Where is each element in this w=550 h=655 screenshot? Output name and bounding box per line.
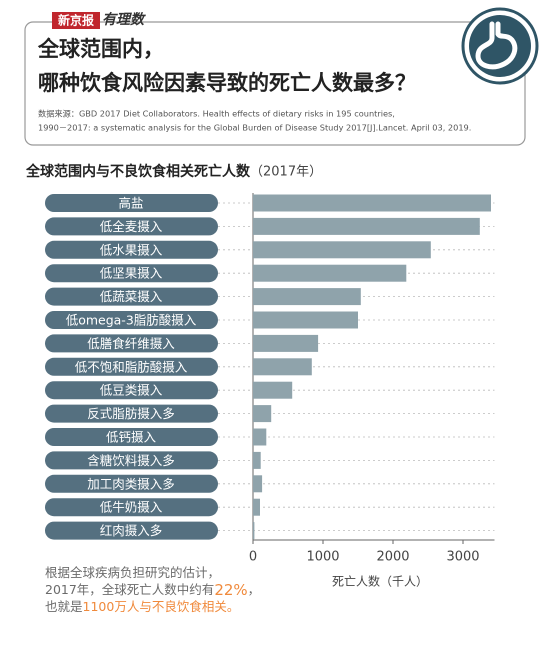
- category-pill: [45, 334, 218, 353]
- y-tick-label: 低豆类摄入: [100, 383, 163, 398]
- x-tick-label: 3000: [446, 550, 479, 565]
- note-text: 根据全球疾病负担研究的估计，: [45, 565, 220, 580]
- x-tick-label: 1000: [306, 550, 339, 565]
- logo-box: [52, 12, 100, 29]
- note-highlight: 22%: [214, 581, 247, 599]
- chart-title: 全球范围内与不良饮食相关死亡人数: [25, 163, 251, 180]
- stomach-icon: [461, 7, 539, 85]
- bar: [253, 381, 293, 399]
- category-pill: [45, 404, 218, 423]
- y-tick-label: 低omega-3脂肪酸摄入: [66, 313, 197, 328]
- category-pill: [45, 194, 218, 212]
- column-name: 有理数: [102, 11, 146, 28]
- header-frame: [24, 21, 526, 146]
- bar: [253, 241, 431, 259]
- category-pill: [45, 428, 218, 446]
- note: 根据全球疾病负担研究的估计， 2017年，全球死亡人数中约有22%， 也就是11…: [45, 565, 264, 614]
- category-pill: [45, 474, 218, 493]
- y-tick-label: 高盐: [118, 196, 143, 211]
- category-pill: [45, 357, 218, 376]
- category-pill: [45, 264, 218, 283]
- y-tick-label: 加工肉类摄入多: [87, 476, 175, 491]
- title-line: 哪种饮食风险因素导致的死亡人数最多？: [38, 71, 416, 95]
- bar: [253, 451, 261, 469]
- note-text: ，: [248, 582, 261, 597]
- category-pill: [45, 451, 218, 470]
- y-tick-label: 低全麦摄入: [100, 219, 163, 234]
- bar: [253, 498, 260, 516]
- icon-disc: [469, 15, 531, 77]
- bar: [253, 405, 272, 423]
- note-text: 也就是: [45, 599, 83, 614]
- y-tick-label: 低牛奶摄入: [100, 500, 163, 515]
- bar: [253, 475, 263, 493]
- note-highlight: 1100万人与不良饮食相关。: [83, 599, 240, 614]
- title-line: 全球范围内，: [37, 37, 164, 61]
- bar: [253, 217, 480, 235]
- category-pill: [45, 498, 218, 517]
- category-pill: [45, 521, 218, 540]
- note-text: 2017年，全球死亡人数中约有: [45, 582, 214, 597]
- x-axis-label: 死亡人数（千人）: [332, 574, 428, 589]
- category-pill: [45, 311, 218, 329]
- bar: [253, 428, 267, 446]
- source-line: 1990－2017: a systematic analysis for the…: [38, 123, 471, 133]
- y-tick-label: 低水果摄入: [100, 242, 163, 257]
- bar: [253, 288, 361, 306]
- category-pill: [45, 217, 218, 236]
- y-tick-label: 含糖饮料摄入多: [87, 453, 175, 468]
- icon-stomach: [475, 21, 518, 70]
- category-pill: [45, 381, 218, 400]
- y-tick-label: 低坚果摄入: [100, 266, 163, 281]
- category-pill: [45, 287, 218, 306]
- y-tick-label: 反式脂肪摄入多: [87, 406, 175, 421]
- bar: [253, 522, 255, 540]
- x-tick-label: 2000: [376, 550, 409, 565]
- category-pill: [45, 240, 218, 259]
- y-tick-label: 低不饱和脂肪酸摄入: [75, 359, 188, 374]
- y-tick-label: 低钙摄入: [106, 430, 157, 445]
- bar: [253, 358, 312, 376]
- chart-subtitle: （2017年）: [250, 165, 322, 180]
- y-tick-label: 低膳食纤维摄入: [87, 336, 175, 351]
- x-tick-label: 0: [249, 550, 257, 565]
- y-tick-label: 红肉摄入多: [100, 523, 163, 538]
- logo: 新京报: [58, 13, 94, 28]
- bar: [253, 194, 491, 212]
- bar: [253, 311, 358, 329]
- plot: 0 1000 2000 3000 高盐低全麦摄入低水果摄入低坚果摄入低蔬菜摄入低omeg…: [45, 193, 495, 565]
- y-tick-label: 低蔬菜摄入: [100, 289, 163, 304]
- bar: [253, 264, 407, 282]
- bar: [253, 334, 319, 352]
- source-line: 数据来源：GBD 2017 Diet Collaborators. Health…: [38, 109, 395, 119]
